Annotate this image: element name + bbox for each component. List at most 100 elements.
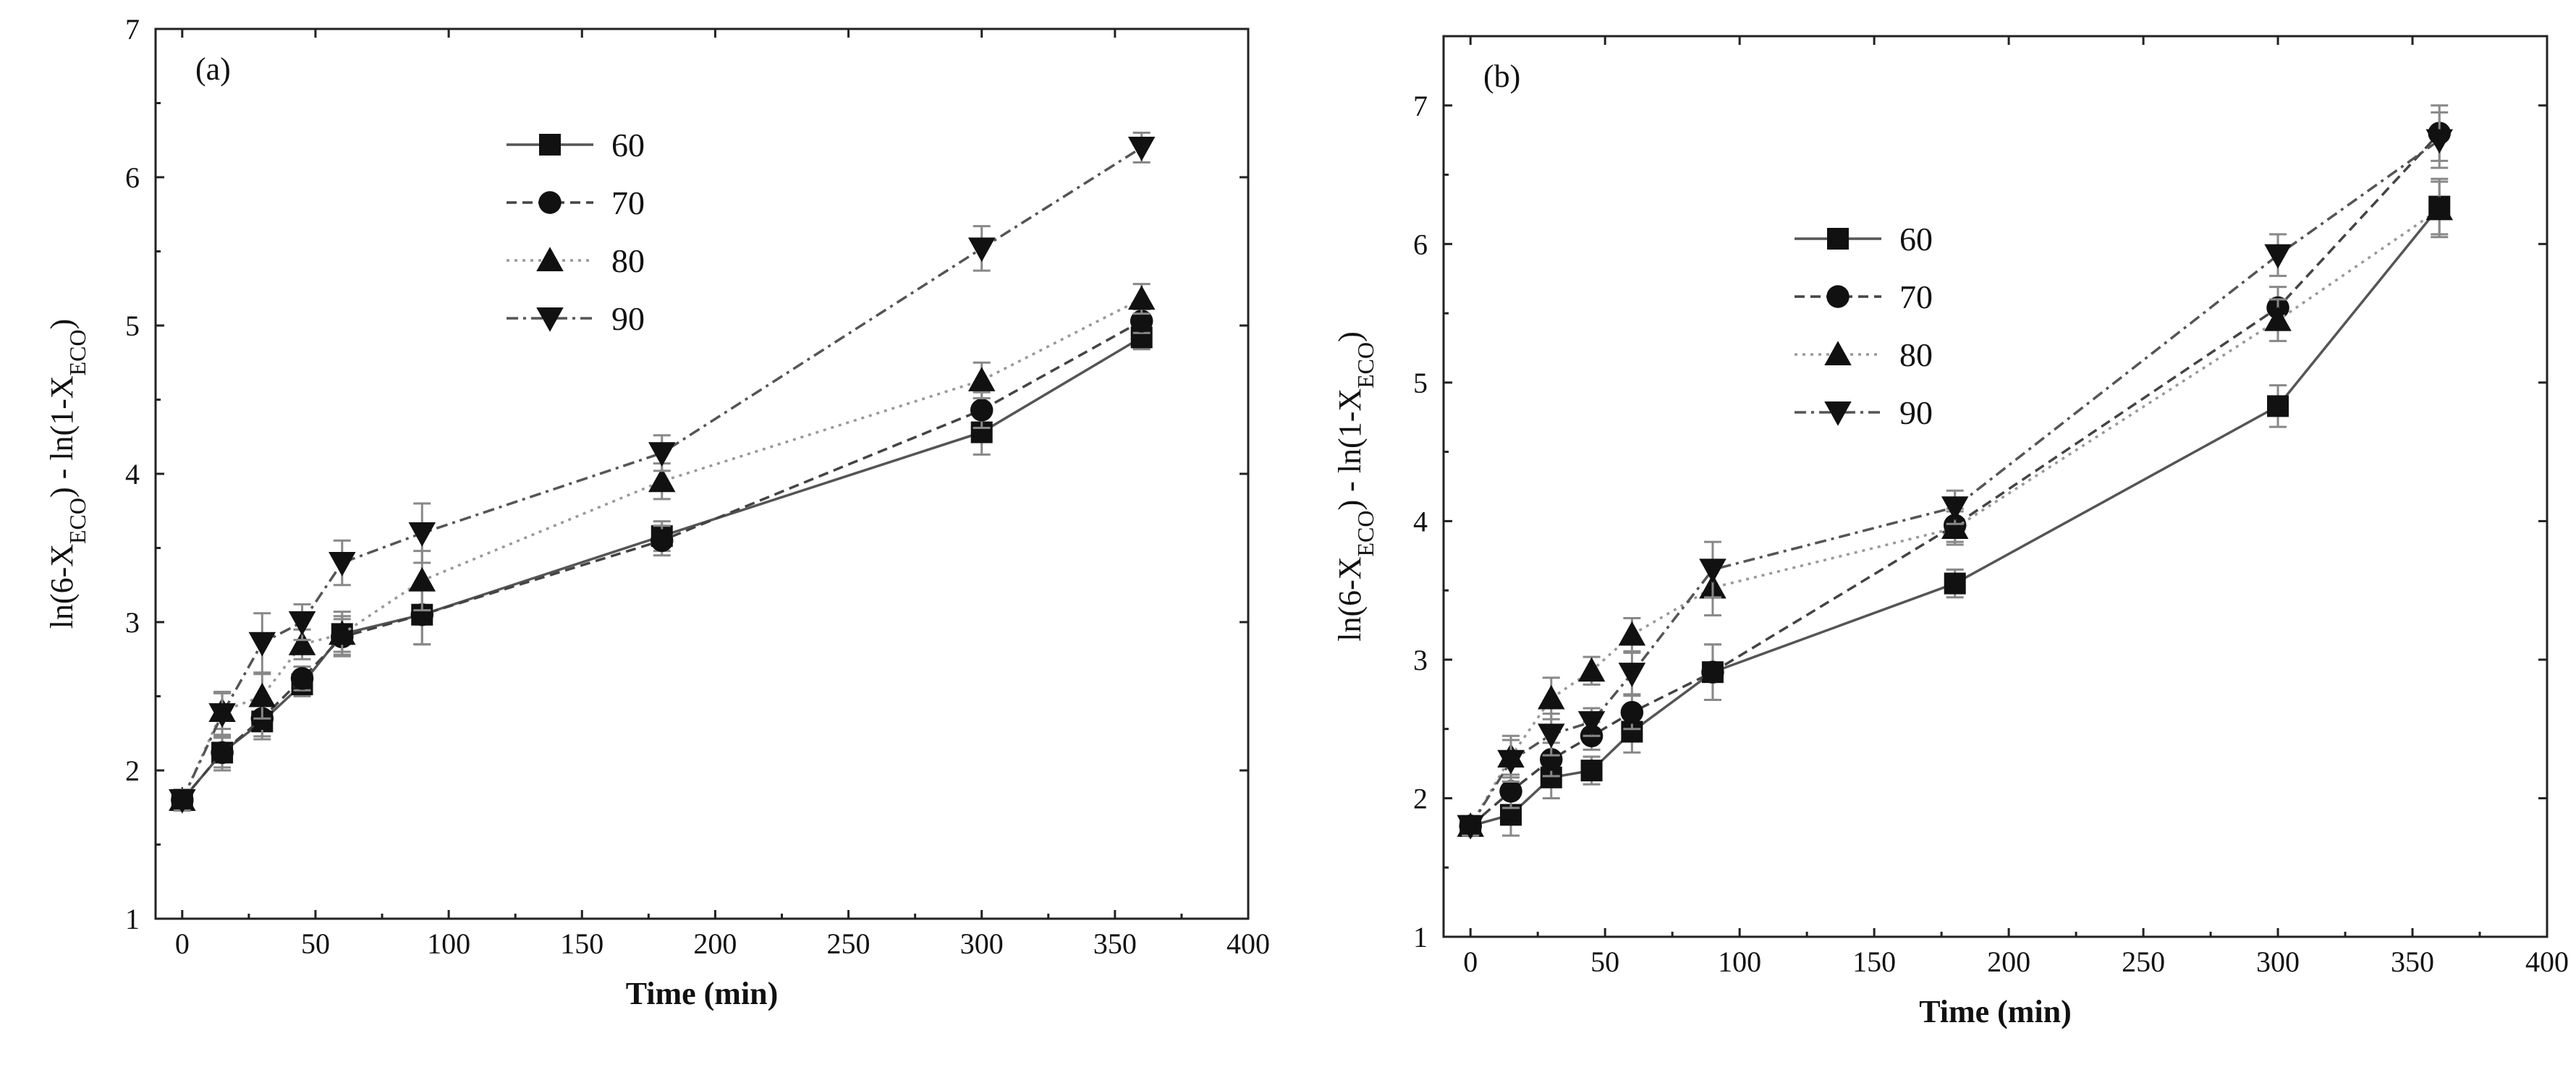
a-ytick-label-1: 1 — [125, 903, 140, 935]
a-point-70-45 — [290, 667, 314, 690]
b-xtick-label-100: 100 — [1718, 945, 1761, 978]
a-legend-label-80: 80 — [611, 242, 645, 279]
a-legend-label-60: 60 — [611, 127, 645, 163]
a-point-80-45 — [288, 631, 316, 655]
b-point-90-0 — [1457, 815, 1484, 840]
b-ytick-label-1: 1 — [1413, 921, 1428, 953]
a-xtick-label-350: 350 — [1093, 927, 1137, 960]
b-point-80-180 — [1941, 514, 1969, 539]
b-ytick-label-7: 7 — [1413, 90, 1428, 122]
b-xtick-label-400: 400 — [2525, 945, 2569, 978]
a-point-90-15 — [208, 703, 236, 728]
a-point-80-60 — [329, 620, 356, 645]
a-legend-marker-70 — [538, 191, 562, 214]
b-legend-label-60: 60 — [1899, 221, 1933, 258]
b-legend-label-70: 70 — [1899, 279, 1933, 315]
b-series-60 — [1459, 177, 2451, 837]
chart-panel-a: 0 50 100 150 200 250 300 350 400 1 2 3 4 5 6 7 Time (min… — [0, 0, 1274, 1063]
b-point-90-360 — [2425, 129, 2453, 154]
b-point-60-45 — [1580, 760, 1603, 782]
b-xtick-label-200: 200 — [1987, 945, 2030, 978]
b-legend-marker-80 — [1824, 341, 1852, 365]
b-point-70-90 — [1701, 660, 1724, 684]
a-point-70-180 — [651, 529, 674, 552]
a-xtick-label-200: 200 — [693, 927, 737, 960]
a-xtick-label-250: 250 — [827, 927, 870, 960]
b-point-70-15 — [1499, 780, 1522, 803]
b-point-80-360 — [2425, 195, 2453, 221]
b-xtick-label-350: 350 — [2391, 945, 2434, 978]
a-point-70-90 — [410, 603, 434, 626]
b-legend-label-90: 90 — [1899, 394, 1933, 431]
b-legend-label-80: 80 — [1899, 336, 1933, 373]
b-legend-marker-60 — [1827, 228, 1849, 250]
b-point-90-60 — [1618, 663, 1646, 687]
b-legend-marker-70 — [1826, 285, 1850, 308]
a-legend-label-90: 90 — [611, 300, 645, 337]
a-series-line-70 — [181, 320, 1143, 802]
b-series-line-80 — [1469, 208, 2441, 827]
b-xtick-label-150: 150 — [1852, 945, 1896, 978]
b-point-60-180 — [1944, 572, 1966, 595]
b-x-axis-label: Time (min) — [1919, 994, 2072, 1029]
a-point-90-45 — [288, 611, 316, 636]
a-point-90-300 — [967, 237, 996, 263]
b-point-70-60 — [1620, 700, 1644, 724]
a-point-80-90 — [408, 566, 436, 592]
b-point-70-30 — [1540, 748, 1563, 771]
b-point-80-300 — [2264, 306, 2292, 331]
a-series-60 — [171, 324, 1153, 812]
b-point-90-300 — [2264, 244, 2292, 269]
a-point-90-0 — [169, 789, 196, 814]
a-legend-marker-80 — [536, 247, 564, 271]
b-point-80-30 — [1538, 684, 1565, 710]
a-x-axis-label: Time (min) — [626, 976, 779, 1011]
b-y-axis-label: ln(6-XECO) - ln(1-XECO) — [1332, 331, 1378, 642]
a-legend-marker-60 — [539, 134, 561, 156]
a-plot-frame — [154, 27, 1250, 920]
a-point-90-180 — [648, 442, 676, 467]
a-point-80-300 — [967, 367, 996, 391]
b-series-line-70 — [1470, 132, 2441, 828]
a-point-70-300 — [970, 399, 993, 422]
b-point-90-90 — [1699, 558, 1726, 584]
a-point-90-360 — [1127, 137, 1156, 161]
b-xtick-label-250: 250 — [2122, 945, 2165, 978]
b-ytick-label-6: 6 — [1413, 228, 1428, 260]
a-xtick-label-300: 300 — [960, 927, 1004, 960]
chart-panel-b: 0 50 100 150 200 250 300 350 400 1 2 3 4 5 6 7 Time (min… — [1274, 0, 2576, 1063]
a-point-70-15 — [211, 741, 234, 765]
b-series-70 — [1459, 104, 2451, 838]
b-point-90-30 — [1538, 723, 1565, 749]
a-xtick-label-100: 100 — [427, 927, 470, 960]
b-point-80-45 — [1577, 657, 1606, 682]
a-point-90-30 — [248, 632, 276, 657]
a-xtick-label-50: 50 — [301, 927, 330, 960]
a-legend-marker-90 — [536, 307, 564, 332]
a-point-70-360 — [1130, 310, 1153, 333]
a-y-axis-label: ln(6-XECO) - ln(1-XECO) — [44, 319, 90, 629]
a-point-90-90 — [408, 522, 436, 547]
a-ytick-label-3: 3 — [125, 606, 140, 639]
b-legend: 60 70 80 90 — [1795, 221, 1933, 431]
chart-a-svg: 0 50 100 150 200 250 300 350 400 1 2 3 4 5 6 7 Time (min… — [44, 13, 1270, 1011]
b-series-90 — [1457, 111, 2453, 840]
a-panel-label: (a) — [195, 51, 231, 87]
b-ytick-label-5: 5 — [1413, 367, 1428, 399]
a-point-80-360 — [1127, 285, 1156, 310]
a-point-80-30 — [248, 682, 276, 707]
b-xtick-label-0: 0 — [1463, 945, 1478, 978]
a-series-70 — [171, 307, 1153, 812]
b-plot-frame — [1442, 35, 2549, 938]
b-xtick-label-50: 50 — [1590, 945, 1619, 978]
b-ytick-label-3: 3 — [1413, 644, 1428, 676]
b-panel-label: (b) — [1483, 59, 1520, 94]
a-xtick-label-0: 0 — [175, 927, 190, 960]
a-point-90-60 — [329, 552, 356, 577]
b-ytick-label-4: 4 — [1413, 505, 1428, 537]
a-series-line-60 — [181, 336, 1143, 802]
a-series-90 — [169, 132, 1156, 814]
b-point-80-60 — [1618, 621, 1646, 646]
b-point-90-45 — [1577, 711, 1606, 736]
b-point-60-300 — [2267, 395, 2289, 417]
